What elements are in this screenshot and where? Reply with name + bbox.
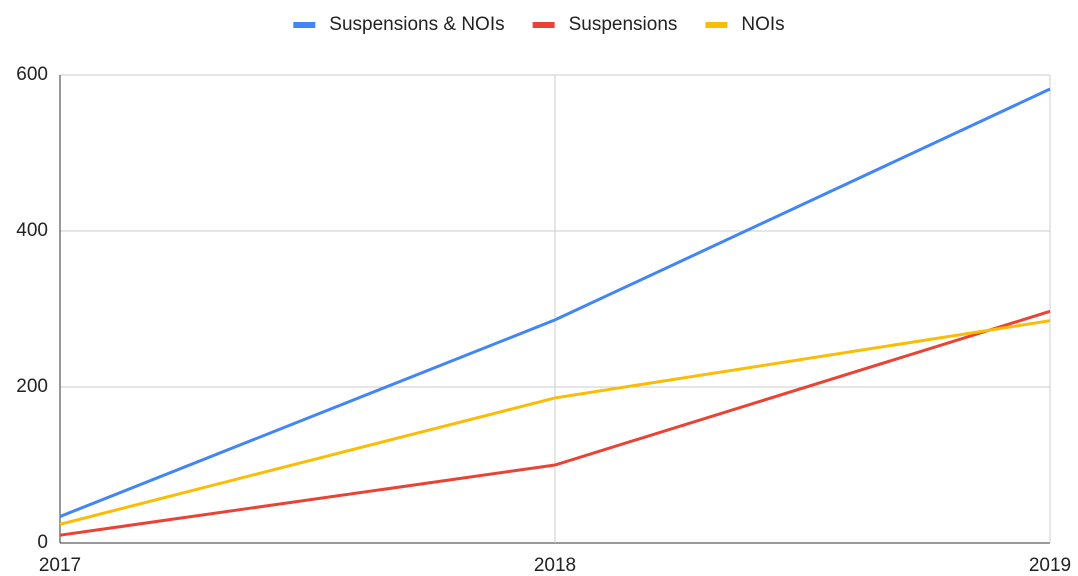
y-tick-label: 200 xyxy=(16,376,48,397)
legend-marker xyxy=(532,22,555,28)
x-tick-label: 2018 xyxy=(534,555,576,576)
line xyxy=(59,87,1051,518)
legend-label: Suspensions xyxy=(569,14,678,35)
y-tick-label: 600 xyxy=(16,64,48,85)
line xyxy=(59,309,1051,537)
y-tick-label: 400 xyxy=(16,220,48,241)
line xyxy=(59,319,1051,526)
y-tick-label: 0 xyxy=(37,532,48,553)
legend-marker xyxy=(293,22,316,28)
legend-marker xyxy=(705,22,728,28)
legend-label: NOIs xyxy=(741,14,784,35)
x-tick-label: 2017 xyxy=(39,555,81,576)
legend-label: Suspensions & NOIs xyxy=(329,14,504,35)
x-tick-label: 2019 xyxy=(1029,555,1071,576)
